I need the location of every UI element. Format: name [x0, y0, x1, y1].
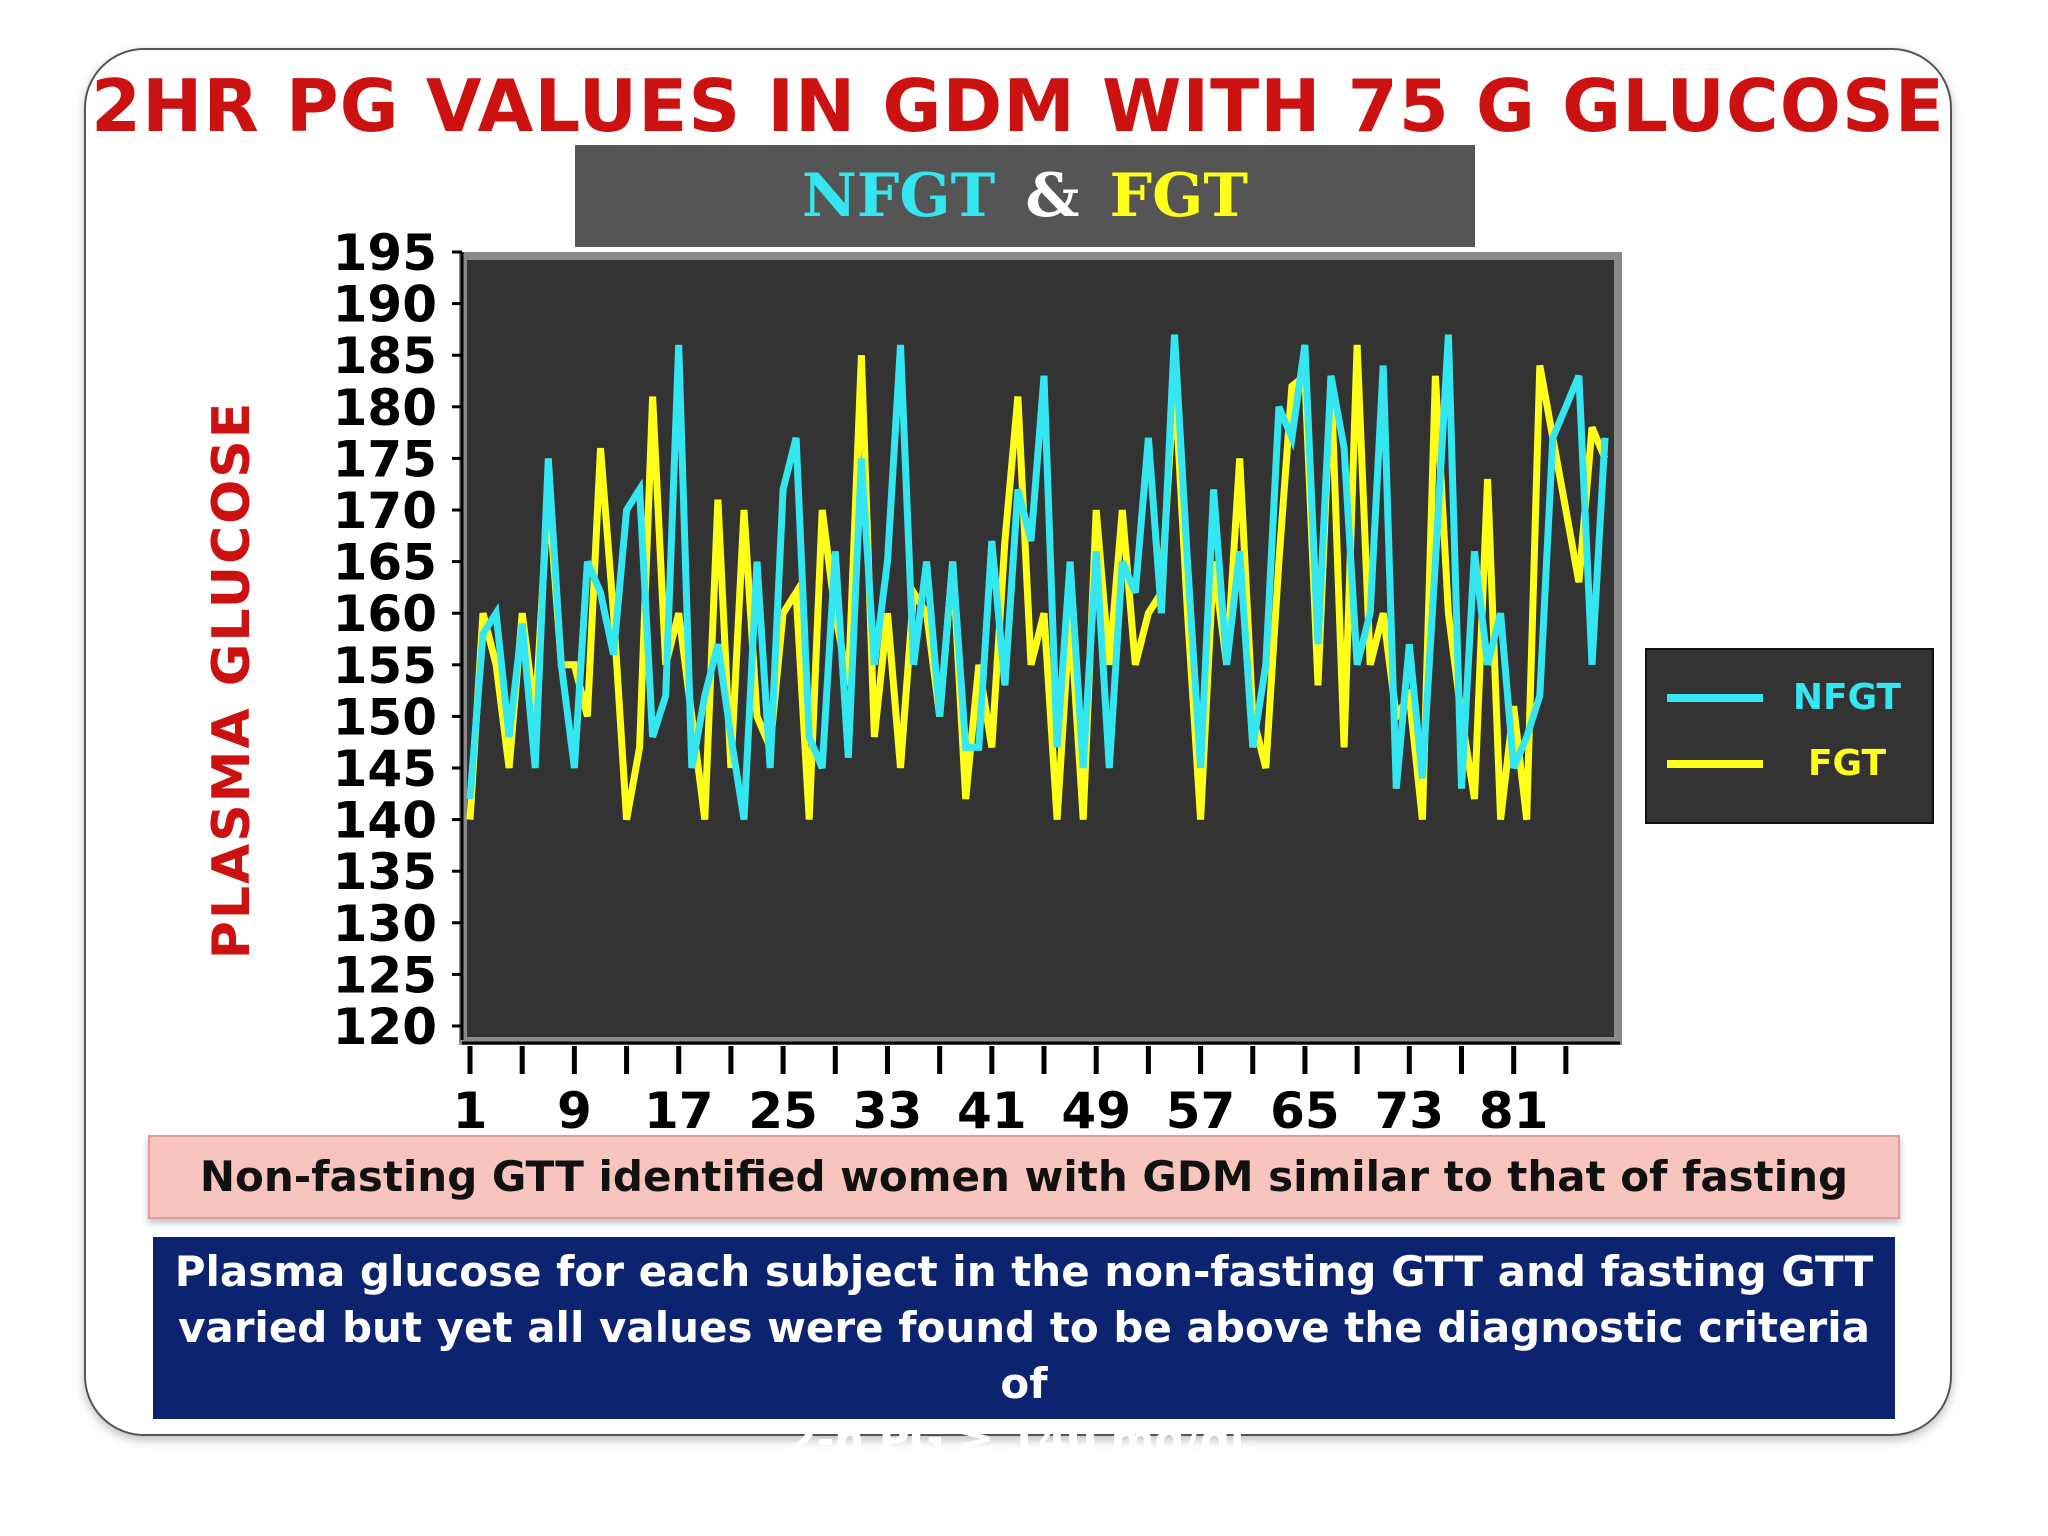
subtitle-banner: NFGT & FGT [575, 145, 1475, 247]
y-tick-label: 180 [333, 379, 437, 437]
finding-note: Non-fasting GTT identified women with GD… [148, 1135, 1900, 1281]
conclusion-line-3: 2-h PG ≥ 140 mg/dl. [787, 1415, 1261, 1464]
series-line-fgt [466, 344, 1609, 821]
legend-label-nfgt: NFGT [1792, 677, 1902, 718]
y-tick-label: 155 [333, 637, 437, 695]
x-tick-label: 65 [1270, 1082, 1340, 1130]
conclusion-line-2: varied but yet all values were found to … [177, 1303, 1871, 1408]
y-tick-label: 170 [333, 482, 437, 540]
slide-title: 2HR PG VALUES IN GDM WITH 75 G GLUCOSE [91, 64, 1945, 148]
subtitle-ampersand: & [1025, 161, 1080, 231]
y-tick-label: 120 [333, 998, 437, 1056]
x-tick-label: 1 [453, 1082, 488, 1130]
x-tick-label: 41 [957, 1082, 1027, 1130]
x-tick-label: 25 [748, 1082, 818, 1130]
legend-label-fgt: FGT [1807, 743, 1887, 784]
legend: NFGT FGT [1645, 648, 1934, 824]
series-line-nfgt [466, 334, 1609, 821]
y-tick-label: 140 [333, 792, 437, 850]
legend-entry-nfgt: NFGT [1667, 678, 1927, 718]
x-tick-label: 49 [1061, 1082, 1131, 1130]
legend-swatch-nfgt [1667, 694, 1763, 702]
conclusion-note: Plasma glucose for each subject in the n… [153, 1237, 1895, 1464]
y-tick-label: 145 [333, 740, 437, 798]
y-tick-label: 160 [333, 585, 437, 643]
y-tick-label: 190 [333, 276, 437, 334]
x-tick-label: 57 [1166, 1082, 1236, 1130]
y-tick-label: 185 [333, 327, 437, 385]
y-tick-label: 175 [333, 430, 437, 488]
x-tick-label: 33 [853, 1082, 923, 1130]
x-tick-label: 73 [1375, 1082, 1445, 1130]
subtitle-nfgt: NFGT [801, 161, 996, 231]
subtitle-fgt: FGT [1109, 161, 1249, 231]
legend-entry-fgt: FGT [1667, 744, 1927, 784]
x-tick-label: 81 [1479, 1082, 1549, 1130]
y-tick-label: 125 [333, 946, 437, 1004]
y-tick-label: 130 [333, 895, 437, 953]
line-chart: 1201251301351401451501551601651701751801… [333, 224, 1622, 1130]
y-tick-label: 195 [333, 224, 437, 282]
y-tick-label: 135 [333, 843, 437, 901]
x-tick-label: 9 [557, 1082, 592, 1130]
y-tick-label: 165 [333, 534, 437, 592]
legend-swatch-fgt [1667, 760, 1763, 768]
x-tick-label: 17 [644, 1082, 714, 1130]
y-tick-label: 150 [333, 688, 437, 746]
conclusion-line-1: Plasma glucose for each subject in the n… [174, 1247, 1874, 1296]
